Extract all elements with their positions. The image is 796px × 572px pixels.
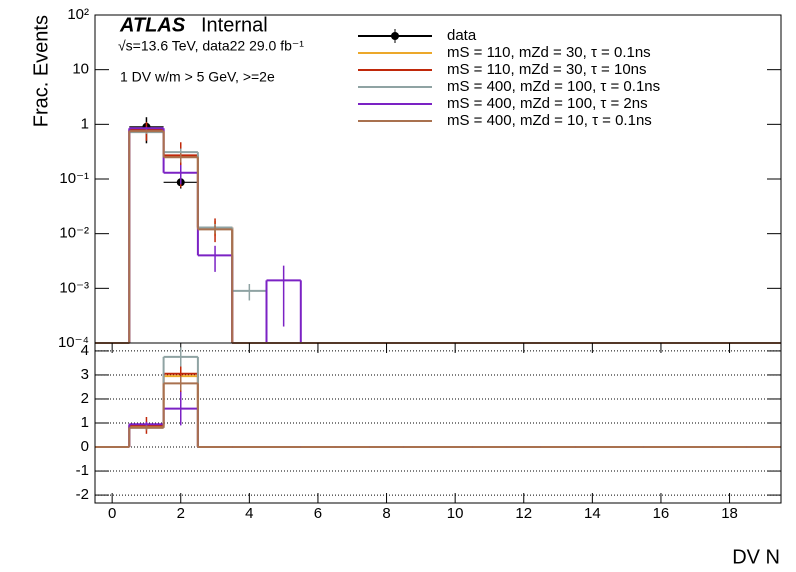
selection-label: 1 DV w/m > 5 GeV, >=2e: [120, 69, 275, 85]
y-tick-label: 0: [81, 438, 89, 455]
y-tick-label: 4: [81, 342, 89, 359]
energy-label: √s=13.6 TeV, data22 29.0 fb⁻¹: [118, 38, 304, 54]
x-tick-label: 10: [447, 505, 464, 522]
y-tick-label: 3: [81, 366, 89, 383]
y-tick-label: 10⁻³: [59, 279, 89, 296]
y-tick-label: -2: [76, 486, 89, 503]
legend-marker: [391, 32, 399, 40]
legend-label: mS = 400, mZd = 100, τ = 2ns: [447, 95, 648, 112]
x-tick-label: 6: [314, 505, 322, 522]
y-tick-label: 10²: [67, 6, 89, 23]
y-tick-label: 2: [81, 390, 89, 407]
x-tick-label: 4: [245, 505, 253, 522]
x-tick-label: 2: [177, 505, 185, 522]
y-tick-label: 10⁻⁴: [58, 334, 89, 351]
legend-label: mS = 110, mZd = 30, τ = 0.1ns: [447, 44, 651, 61]
y-axis-label: Frac. Events: [30, 15, 52, 127]
legend-label: data: [447, 27, 477, 44]
y-tick-label: 10: [72, 61, 89, 78]
legend-label: mS = 400, mZd = 10, τ = 0.1ns: [447, 112, 652, 129]
x-tick-label: 8: [382, 505, 390, 522]
plot-frame: [94, 342, 782, 504]
internal-label: Internal: [201, 14, 268, 36]
x-tick-label: 0: [108, 505, 116, 522]
y-tick-label: -1: [76, 462, 89, 479]
x-axis-label: DV N: [732, 546, 780, 568]
y-tick-label: 1: [81, 414, 89, 431]
y-tick-label: 1: [81, 115, 89, 132]
x-tick-label: 12: [515, 505, 532, 522]
y-tick-label: 10⁻¹: [59, 170, 89, 187]
x-tick-label: 16: [653, 505, 670, 522]
x-tick-label: 18: [721, 505, 738, 522]
x-tick-label: 14: [584, 505, 601, 522]
y-tick-label: 10⁻²: [59, 225, 89, 242]
legend-label: mS = 110, mZd = 30, τ = 10ns: [447, 61, 647, 78]
legend-label: mS = 400, mZd = 100, τ = 0.1ns: [447, 78, 660, 95]
atlas-label: ATLAS: [119, 14, 186, 36]
